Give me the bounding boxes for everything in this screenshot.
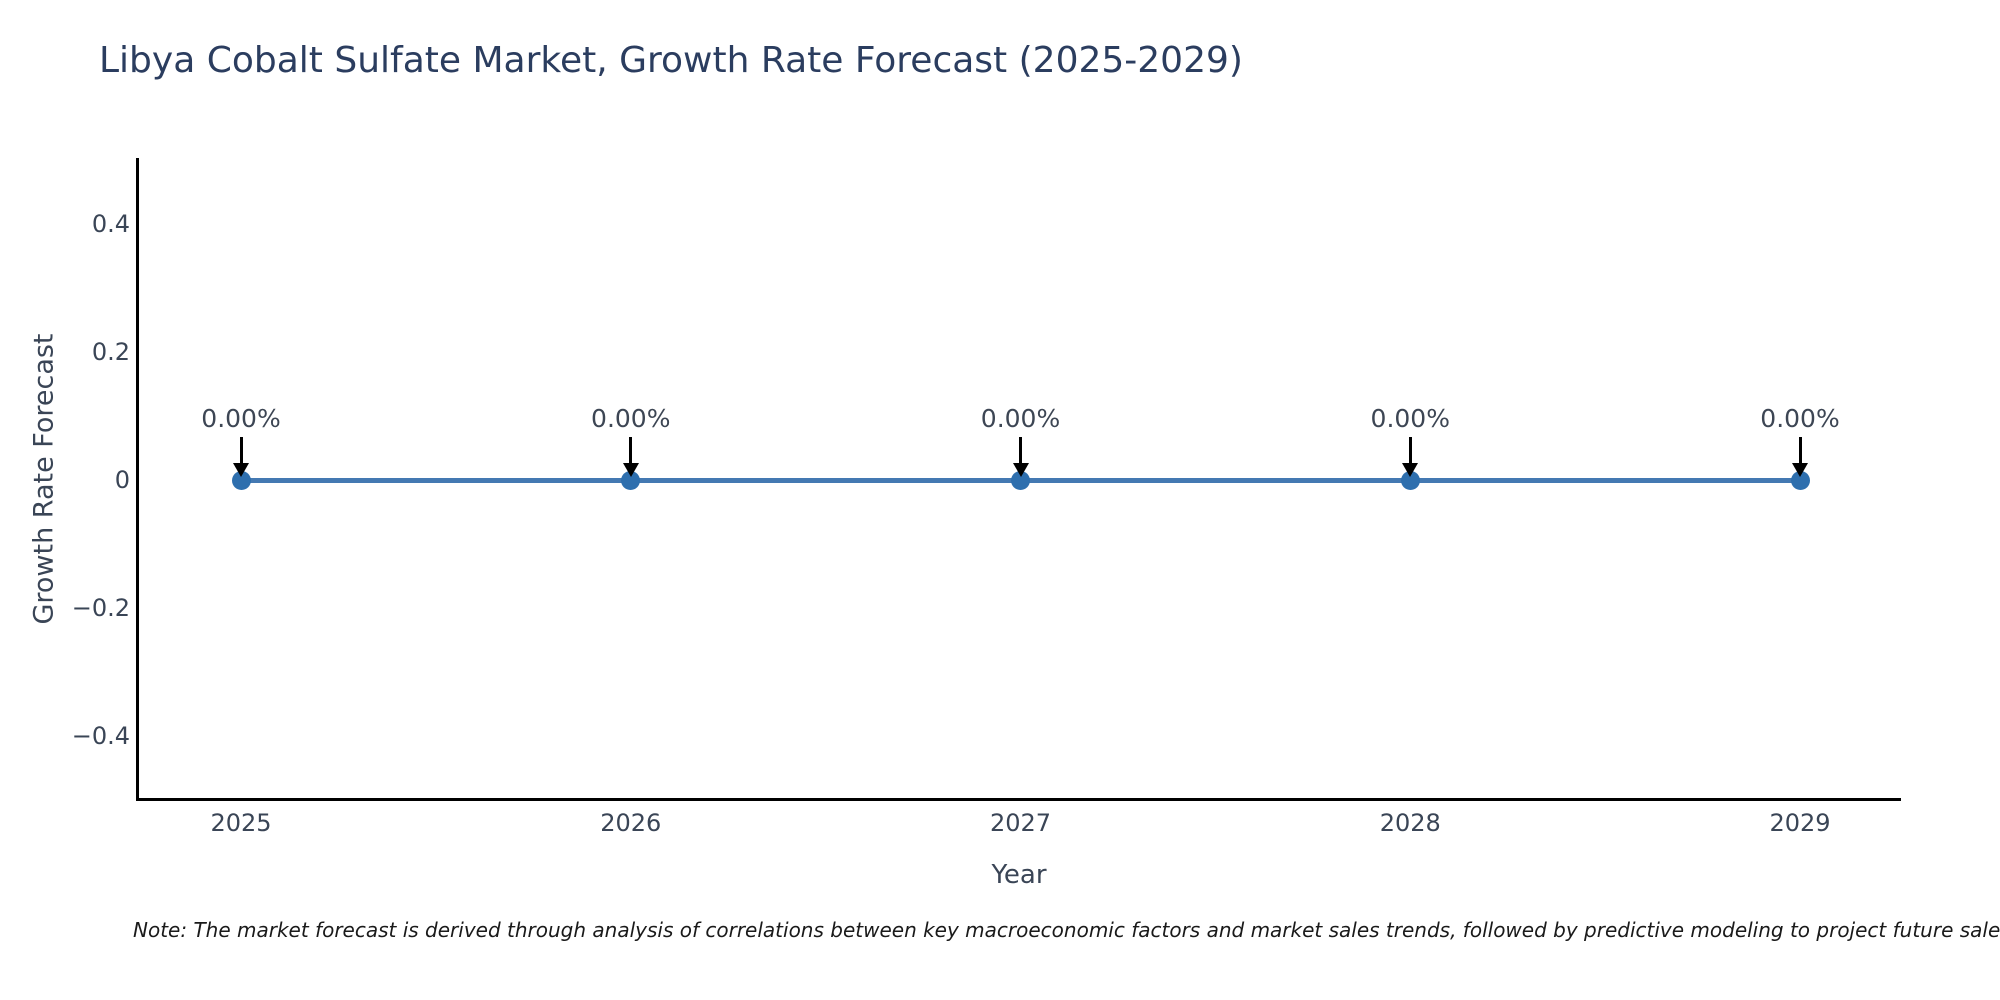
annotation-arrow-line <box>1019 437 1022 464</box>
point-annotation-label: 0.00% <box>1370 404 1450 433</box>
x-tick-label: 2027 <box>989 809 1052 837</box>
y-tick-label: −0.4 <box>71 722 130 750</box>
footnote: Note: The market forecast is derived thr… <box>133 918 2000 942</box>
x-tick-label: 2029 <box>1769 809 1831 837</box>
x-tick-label: 2025 <box>210 809 272 837</box>
point-annotation-label: 0.00% <box>201 404 281 433</box>
annotation-arrowhead-icon <box>1012 463 1029 477</box>
y-tick-label: 0.2 <box>91 338 130 366</box>
chart-title: Libya Cobalt Sulfate Market, Growth Rate… <box>99 40 1243 81</box>
annotation-arrowhead-icon <box>622 463 639 477</box>
y-axis-line <box>136 158 139 801</box>
x-tick-label: 2028 <box>1379 809 1441 837</box>
y-tick-label: 0.4 <box>91 210 130 238</box>
annotation-arrow-line <box>239 437 243 464</box>
x-axis-line <box>136 798 1901 801</box>
x-axis-title: Year <box>991 860 1047 890</box>
annotation-arrowhead-icon <box>1402 463 1419 477</box>
annotation-arrowhead-icon <box>1792 463 1808 477</box>
annotation-arrowhead-icon <box>233 463 249 477</box>
annotation-arrow-line <box>1798 437 1802 464</box>
point-annotation-label: 0.00% <box>591 404 671 433</box>
y-tick-label: −0.2 <box>71 594 130 622</box>
point-annotation-label: 0.00% <box>980 404 1061 433</box>
y-tick-label: 0 <box>114 466 130 494</box>
annotation-arrow-line <box>1408 437 1412 464</box>
x-tick-label: 2026 <box>600 809 662 837</box>
point-annotation-label: 0.00% <box>1760 404 1840 433</box>
annotation-arrow-line <box>629 437 633 464</box>
